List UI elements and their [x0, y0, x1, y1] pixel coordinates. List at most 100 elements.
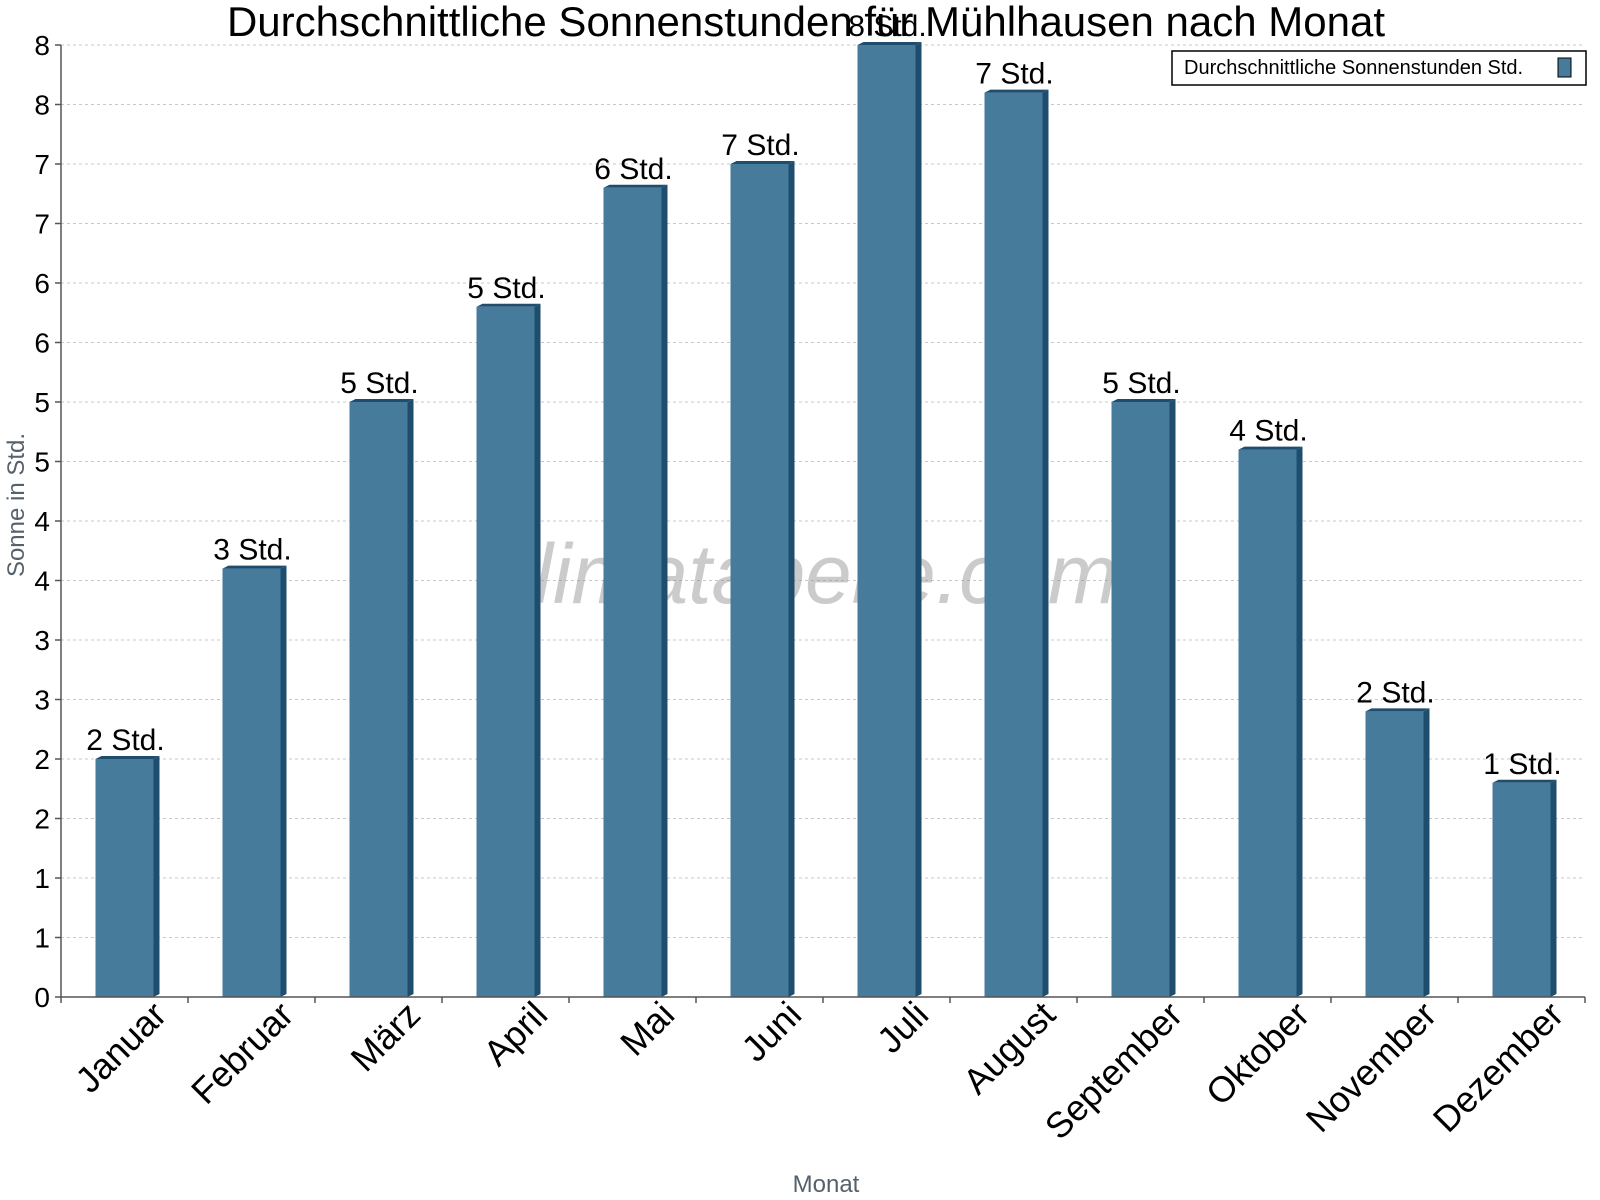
y-tick-label: 2	[34, 744, 50, 775]
bar-top	[1365, 708, 1430, 712]
legend-box	[1171, 50, 1587, 86]
bar-side	[661, 184, 668, 998]
legend: Durchschnittliche Sonnenstunden Std.	[1171, 50, 1587, 86]
x-tick-label: November	[1298, 994, 1444, 1140]
bar-side	[1550, 779, 1557, 997]
bar-top	[603, 184, 668, 188]
data-label: 7 Std.	[975, 58, 1053, 91]
y-tick-label: 5	[34, 447, 50, 478]
bar-side	[153, 756, 160, 997]
bar	[476, 303, 541, 997]
y-tick-label: 8	[34, 90, 50, 121]
bar-top	[1111, 399, 1176, 402]
bar	[1111, 399, 1176, 997]
data-label: 4 Std.	[1229, 415, 1307, 448]
y-tick-label: 1	[34, 923, 50, 954]
bar-top	[222, 565, 287, 569]
bar-side	[1042, 89, 1049, 998]
y-tick-label: 4	[34, 506, 50, 537]
x-axis-label: Monat	[793, 1171, 860, 1198]
bar-front	[1238, 449, 1297, 998]
data-label: 2 Std.	[1356, 676, 1434, 709]
y-tick-label: 6	[34, 268, 50, 299]
bar-top	[476, 303, 541, 307]
bar-side	[1296, 446, 1303, 998]
bar-front	[1111, 402, 1170, 997]
bar-side	[915, 42, 922, 997]
y-tick-label: 2	[34, 804, 50, 835]
bar-front	[222, 568, 281, 997]
data-label: 5 Std.	[340, 367, 418, 400]
data-label: 1 Std.	[1483, 748, 1561, 781]
bar	[222, 565, 287, 997]
bar-front	[95, 759, 154, 997]
bar-top	[1492, 779, 1557, 783]
bar-top	[349, 399, 414, 402]
y-axis-label: Sonne in Std.	[3, 433, 30, 577]
data-label: 5 Std.	[1102, 367, 1180, 400]
data-labels: 2 Std. 3 Std. 5 Std. 5 Std. 6 Std. 7 Std. 8 St…	[86, 10, 1561, 781]
x-tick-label: Dezember	[1425, 994, 1571, 1140]
y-tick-label: 5	[34, 387, 50, 418]
chart-title: Durchschnittliche Sonnenstunden für Mühl…	[227, 0, 1385, 45]
bar-front	[857, 45, 916, 997]
x-tick-label: Januar	[67, 994, 174, 1101]
y-tick-labels: 0 1 1 2 2 3 3 4 4 5 5 6 6 7 7 8 8	[34, 30, 50, 1013]
bar-top	[857, 42, 922, 45]
bar-top	[95, 756, 160, 759]
bars	[95, 42, 1557, 998]
bar-side	[1169, 399, 1176, 997]
bar-side	[788, 161, 795, 997]
y-tick-label: 8	[34, 30, 50, 61]
y-tick-label: 0	[34, 982, 50, 1013]
y-tick-label: 3	[34, 685, 50, 716]
legend-label: Durchschnittliche Sonnenstunden Std.	[1184, 57, 1523, 79]
bar	[1365, 708, 1430, 997]
x-tick-label: Mai	[612, 994, 682, 1064]
y-tick-label: 7	[34, 209, 50, 240]
bar-side	[1423, 708, 1430, 997]
x-tick-label: März	[343, 994, 429, 1080]
data-label: 2 Std.	[86, 724, 164, 757]
x-tick-label: Juli	[869, 994, 936, 1061]
bar	[730, 161, 795, 997]
y-tick-label: 4	[34, 566, 50, 597]
x-tick-label: Oktober	[1198, 994, 1318, 1114]
x-tick-label: August	[955, 994, 1063, 1102]
axes	[55, 44, 1586, 1003]
bar	[1492, 779, 1557, 997]
bar-top	[730, 161, 795, 164]
data-label: 6 Std.	[594, 153, 672, 186]
x-tick-label: Juni	[733, 994, 809, 1070]
data-label: 3 Std.	[213, 534, 291, 567]
bar	[603, 184, 668, 998]
x-tick-label: April	[475, 994, 555, 1074]
bar-front	[349, 402, 408, 997]
bar-side	[280, 565, 287, 997]
data-label: 7 Std.	[721, 129, 799, 162]
bar-front	[730, 164, 789, 997]
bar	[1238, 446, 1303, 998]
data-label: 5 Std.	[467, 272, 545, 305]
bar-front	[476, 306, 535, 997]
y-tick-label: 6	[34, 328, 50, 359]
bar-top	[984, 89, 1049, 93]
bar-side	[407, 399, 414, 997]
bar	[95, 756, 160, 997]
bar-top	[1238, 446, 1303, 450]
y-tick-label: 1	[34, 863, 50, 894]
bar-front	[1365, 711, 1424, 997]
bar-front	[1492, 782, 1551, 997]
x-tick-labels: Januar Februar März April Mai Juni Juli AugustS…	[67, 994, 1571, 1148]
x-tick-label: September	[1037, 994, 1191, 1148]
bar-front	[603, 187, 662, 998]
data-label: 8 Std.	[848, 10, 926, 43]
y-tick-label: 3	[34, 625, 50, 656]
legend-swatch	[1557, 57, 1572, 78]
bar	[984, 89, 1049, 998]
bar-side	[534, 303, 541, 997]
grid-lines	[61, 44, 1585, 938]
bar	[857, 42, 922, 997]
y-tick-label: 7	[34, 149, 50, 180]
